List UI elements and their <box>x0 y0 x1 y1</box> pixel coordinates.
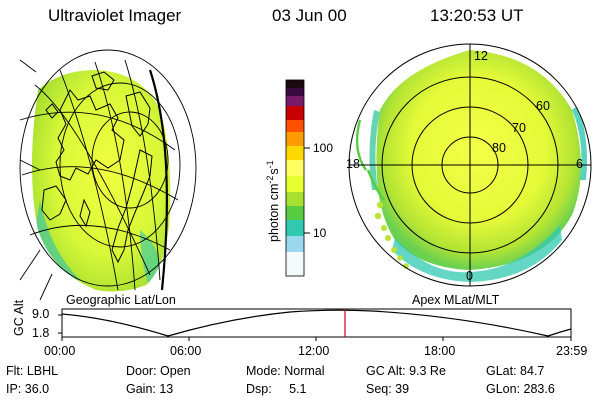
lat-70-label: 70 <box>512 121 526 135</box>
colorbar-tick-100: 100 <box>313 141 333 155</box>
geographic-map <box>19 49 197 301</box>
mode-status: Mode: Normal <box>246 364 325 378</box>
geo-map-label: Geographic Lat/Lon <box>66 293 176 307</box>
dsp-status: Dsp: 5.1 <box>246 382 307 396</box>
instrument-title: Ultraviolet Imager <box>48 6 182 25</box>
filter-status: Flt: LBHL <box>6 364 59 378</box>
colorbar-tick-10: 10 <box>313 226 327 240</box>
altitude-y-bottom: 1.8 <box>32 326 50 340</box>
image-date: 03 Jun 00 <box>272 6 347 25</box>
gc-alt-status: GC Alt: 9.3 Re <box>366 364 446 378</box>
glon-status: GLon: 283.6 <box>486 382 555 396</box>
x-tick-0000: 00:00 <box>44 344 76 358</box>
x-tick-2359: 23:59 <box>556 344 588 358</box>
altitude-plot <box>58 308 572 341</box>
image-time: 13:20:53 UT <box>430 6 524 25</box>
altitude-ylabel: GC Alt <box>12 299 26 336</box>
mlt-6-label: 6 <box>576 157 583 171</box>
colorbar-unit-label: photon cm-2s-1 <box>265 160 281 242</box>
altitude-y-top: 9.0 <box>32 307 50 321</box>
polar-map-label: Apex MLat/MLT <box>412 293 500 307</box>
glat-status: GLat: 84.7 <box>486 364 545 378</box>
x-tick-0600: 06:00 <box>170 344 202 358</box>
svg-text:photon cm-2s-1: photon cm-2s-1 <box>265 160 281 242</box>
mlt-18-label: 18 <box>346 157 360 171</box>
polar-map <box>348 43 592 287</box>
colorbar <box>285 79 310 277</box>
mlt-0-label: 0 <box>466 269 473 283</box>
lat-60-label: 60 <box>536 99 550 113</box>
gain-status: Gain: 13 <box>126 382 174 396</box>
door-status: Door: Open <box>126 364 191 378</box>
ip-status: IP: 36.0 <box>6 382 50 396</box>
seq-status: Seq: 39 <box>366 382 410 396</box>
x-tick-1800: 18:00 <box>424 344 456 358</box>
mlt-12-label: 12 <box>474 49 488 63</box>
lat-80-label: 80 <box>492 141 506 155</box>
x-tick-1200: 12:00 <box>298 344 330 358</box>
